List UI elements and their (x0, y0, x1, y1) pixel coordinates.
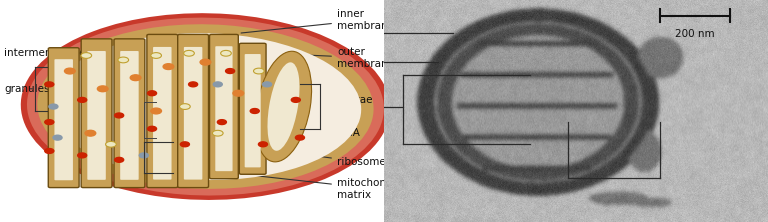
Circle shape (81, 53, 91, 58)
Ellipse shape (256, 51, 312, 162)
FancyBboxPatch shape (120, 51, 139, 180)
Text: outer
membrane: outer membrane (270, 47, 394, 69)
Text: 200 nm: 200 nm (675, 29, 715, 39)
FancyBboxPatch shape (184, 47, 202, 180)
FancyBboxPatch shape (147, 34, 177, 188)
Circle shape (105, 141, 116, 147)
Circle shape (139, 153, 148, 158)
FancyBboxPatch shape (210, 34, 238, 179)
Circle shape (180, 142, 190, 147)
FancyBboxPatch shape (245, 54, 260, 167)
Circle shape (233, 90, 243, 96)
Ellipse shape (267, 62, 300, 151)
Circle shape (78, 97, 87, 102)
Text: inner
membrane: inner membrane (241, 9, 394, 33)
Circle shape (263, 82, 272, 87)
Ellipse shape (50, 33, 361, 180)
Circle shape (253, 68, 264, 74)
Circle shape (214, 82, 222, 87)
Circle shape (151, 108, 161, 114)
Text: intermembrane space: intermembrane space (4, 48, 119, 62)
Circle shape (45, 82, 54, 87)
Circle shape (147, 91, 157, 96)
Circle shape (114, 157, 124, 162)
Circle shape (78, 153, 87, 158)
Circle shape (200, 59, 210, 65)
FancyBboxPatch shape (177, 34, 209, 188)
Circle shape (49, 104, 58, 109)
FancyBboxPatch shape (215, 46, 233, 171)
Circle shape (45, 149, 54, 153)
FancyBboxPatch shape (88, 51, 106, 180)
FancyBboxPatch shape (153, 47, 171, 180)
FancyBboxPatch shape (240, 43, 266, 174)
Circle shape (163, 64, 174, 69)
Circle shape (131, 75, 141, 81)
Circle shape (217, 120, 227, 125)
Circle shape (85, 130, 96, 136)
FancyBboxPatch shape (48, 48, 79, 188)
Circle shape (180, 104, 190, 109)
Text: DNA: DNA (229, 120, 359, 138)
FancyBboxPatch shape (114, 39, 145, 188)
FancyBboxPatch shape (55, 59, 73, 180)
Text: granules: granules (4, 84, 50, 94)
Circle shape (114, 113, 124, 118)
Circle shape (213, 130, 223, 136)
Circle shape (151, 53, 161, 58)
FancyBboxPatch shape (81, 39, 112, 188)
Circle shape (250, 109, 260, 113)
Circle shape (291, 97, 300, 102)
Ellipse shape (21, 13, 390, 200)
Text: mitochondrial
matrix: mitochondrial matrix (175, 167, 409, 200)
Text: cristae: cristae (323, 95, 372, 106)
Circle shape (118, 57, 128, 63)
Circle shape (184, 50, 194, 56)
Text: ribosome: ribosome (200, 140, 386, 167)
Circle shape (98, 86, 108, 92)
Circle shape (65, 68, 75, 74)
Circle shape (189, 82, 197, 87)
Circle shape (220, 50, 231, 56)
Circle shape (147, 126, 157, 131)
Circle shape (53, 135, 62, 140)
Ellipse shape (38, 24, 373, 189)
Circle shape (259, 142, 267, 147)
Circle shape (226, 69, 234, 73)
Ellipse shape (27, 18, 384, 196)
Circle shape (45, 120, 54, 125)
Circle shape (296, 135, 304, 140)
